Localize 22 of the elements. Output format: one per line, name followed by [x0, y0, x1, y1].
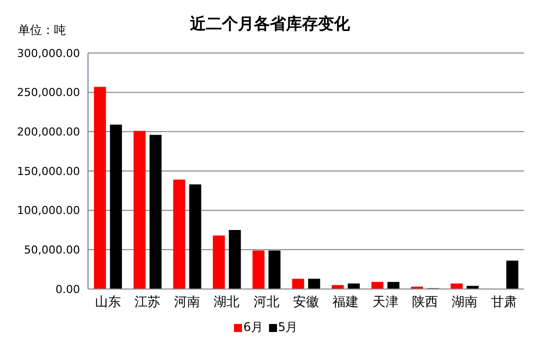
- x-tick-label: 陕西: [412, 295, 438, 310]
- x-tick-label: 天津: [372, 295, 398, 310]
- y-axis-title: 单位：吨: [18, 22, 66, 39]
- y-tick-label: 250,000.00: [17, 86, 80, 100]
- y-tick-label: 0.00: [56, 282, 80, 296]
- x-tick-label: 湖北: [214, 295, 240, 310]
- y-tick-label: 100,000.00: [17, 204, 80, 218]
- x-tick-label: 河北: [253, 295, 280, 310]
- x-tick-label: 山东: [94, 295, 121, 310]
- x-tick-label: 湖南: [452, 295, 478, 310]
- y-tick-label: 200,000.00: [17, 126, 80, 139]
- x-tick-label: 福建: [332, 295, 359, 310]
- y-tick-label: 300,000.00: [17, 46, 80, 60]
- x-tick-label: 河南: [174, 295, 200, 310]
- x-tick-label: 江苏: [134, 295, 160, 310]
- y-tick-label: 150,000.00: [17, 164, 80, 178]
- x-tick-label: 安徽: [293, 294, 319, 310]
- legend-label: 6月: [242, 319, 263, 336]
- chart-title: 近二个月各省库存变化: [190, 14, 350, 33]
- y-tick-label: 50,000.00: [24, 244, 80, 257]
- x-tick-label: 甘肃: [491, 295, 518, 310]
- legend-label: 5月: [277, 319, 298, 336]
